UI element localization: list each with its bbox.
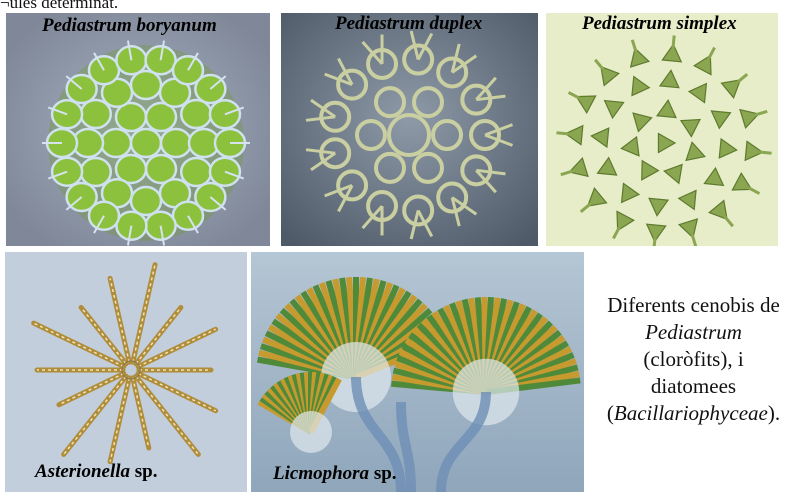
caption-line-5-italic: Bacillariophyceae — [613, 401, 768, 425]
header-fragment: ¬ules determinat. — [0, 0, 119, 12]
photo-pediastrum-boryanum: Pediastrum boryanum — [6, 13, 270, 246]
boryanum-cell — [115, 45, 148, 76]
caption-line-5-open: ( — [606, 401, 614, 425]
pediastrum-duplex-image — [281, 13, 538, 246]
boryanum-cell — [79, 156, 113, 188]
caption-line-1: Diferents cenobis de — [607, 293, 780, 317]
boryanum-cell — [129, 69, 163, 101]
label-pediastrum-duplex: Pediastrum duplex — [335, 13, 483, 34]
boryanum-cell — [144, 45, 177, 76]
caption-line-5: (Bacillariophyceae). — [588, 400, 799, 427]
boryanum-cell — [129, 127, 163, 159]
label-pediastrum-boryanum: Pediastrum boryanum — [42, 15, 217, 36]
boryanum-cell — [179, 98, 213, 130]
boryanum-cell — [159, 127, 193, 159]
boryanum-cell — [99, 127, 133, 159]
licmophora-image — [251, 252, 584, 492]
photo-licmophora: Licmophora sp. — [251, 252, 584, 492]
label-asterionella-genus: Asterionella — [35, 461, 131, 482]
label-licmophora-genus: Licmophora — [273, 463, 370, 484]
photo-pediastrum-simplex: Pediastrum simplex — [546, 13, 778, 246]
caption-line-3: (cloròfits), i — [643, 347, 744, 371]
caption-line-4: diatomees — [650, 374, 737, 398]
photo-asterionella: Asterionella sp. — [5, 252, 247, 492]
boryanum-cell — [129, 185, 163, 217]
pediastrum-simplex-image — [546, 13, 778, 246]
asterionella-image — [5, 252, 247, 492]
caption-line-5-close: ). — [767, 401, 781, 425]
boryanum-cell — [144, 101, 178, 133]
boryanum-cell — [114, 153, 148, 185]
label-pediastrum-simplex: Pediastrum simplex — [582, 13, 737, 34]
label-asterionella: Asterionella sp. — [35, 461, 157, 483]
figure-caption: Diferents cenobis de Pediastrum (cloròfi… — [588, 292, 799, 427]
label-licmophora-sp: sp. — [369, 463, 397, 484]
pediastrum-boryanum-image — [6, 13, 270, 246]
label-asterionella-sp: sp. — [130, 461, 158, 482]
caption-line-2: Pediastrum — [645, 320, 742, 344]
photo-pediastrum-duplex: Pediastrum duplex — [281, 13, 538, 246]
label-licmophora: Licmophora sp. — [273, 463, 397, 485]
